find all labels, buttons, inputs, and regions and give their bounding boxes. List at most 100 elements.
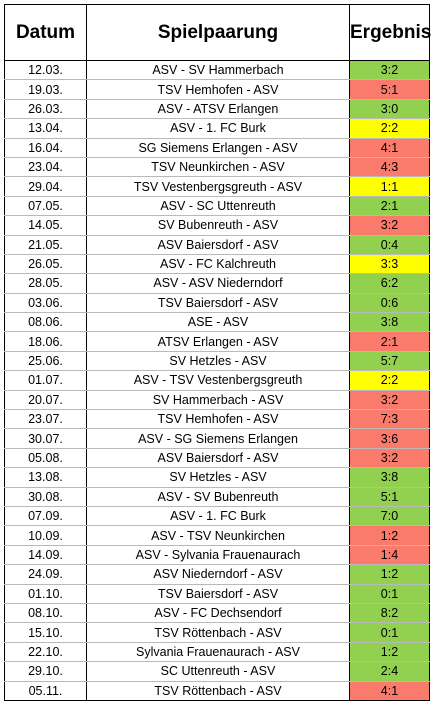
match-result: 0:1 xyxy=(349,622,430,643)
table-row: 16.04. SG Siemens Erlangen - ASV 4:1 xyxy=(4,137,430,158)
match-pairing: TSV Röttenbach - ASV xyxy=(86,622,350,643)
match-result: 3:2 xyxy=(349,215,430,236)
match-result: 3:6 xyxy=(349,428,430,449)
match-date: 23.04. xyxy=(4,156,87,178)
match-date: 01.07. xyxy=(4,370,87,391)
match-date: 18.06. xyxy=(4,331,87,352)
table-row: 08.10. ASV - FC Dechsendorf 8:2 xyxy=(4,602,430,624)
match-pairing: TSV Baiersdorf - ASV xyxy=(86,583,350,604)
match-date: 22.10. xyxy=(4,641,87,663)
match-date: 29.04. xyxy=(4,176,87,197)
match-result: 2:2 xyxy=(349,370,430,391)
match-pairing: ASV - SG Siemens Erlangen xyxy=(86,428,350,449)
table-row: 22.10. Sylvania Frauenaurach - ASV 1:2 xyxy=(4,641,430,663)
match-result: 3:2 xyxy=(349,389,430,411)
match-pairing: ASV - Sylvania Frauenaurach xyxy=(86,544,350,566)
table-row: 19.03. TSV Hemhofen - ASV 5:1 xyxy=(4,79,430,100)
table-row: 15.10. TSV Röttenbach - ASV 0:1 xyxy=(4,622,430,643)
match-date: 08.10. xyxy=(4,602,87,624)
match-pairing: ATSV Erlangen - ASV xyxy=(86,331,350,352)
match-result: 5:1 xyxy=(349,486,430,507)
match-date: 05.08. xyxy=(4,447,87,469)
match-date: 01.10. xyxy=(4,583,87,604)
match-date: 19.03. xyxy=(4,79,87,100)
table-row: 23.04. TSV Neunkirchen - ASV 4:3 xyxy=(4,156,430,178)
match-result: 3:2 xyxy=(349,447,430,469)
match-date: 21.05. xyxy=(4,234,87,255)
table-row: 23.07. TSV Hemhofen - ASV 7:3 xyxy=(4,409,430,430)
match-pairing: SV Hetzles - ASV xyxy=(86,350,350,372)
match-pairing: SG Siemens Erlangen - ASV xyxy=(86,137,350,158)
match-date: 25.06. xyxy=(4,350,87,372)
match-result: 0:1 xyxy=(349,583,430,604)
table-row: 26.05. ASV - FC Kalchreuth 3:3 xyxy=(4,253,430,275)
match-result: 5:7 xyxy=(349,350,430,372)
match-pairing: SV Bubenreuth - ASV xyxy=(86,215,350,236)
table-row: 08.06. ASE - ASV 3:8 xyxy=(4,312,430,333)
match-date: 23.07. xyxy=(4,409,87,430)
match-pairing: ASV - FC Dechsendorf xyxy=(86,602,350,624)
match-result: 5:1 xyxy=(349,79,430,100)
match-pairing: TSV Röttenbach - ASV xyxy=(86,680,350,701)
match-pairing: ASV - SV Hammerbach xyxy=(86,59,350,81)
match-pairing: ASV - 1. FC Burk xyxy=(86,118,350,139)
match-result: 3:3 xyxy=(349,253,430,275)
match-date: 30.07. xyxy=(4,428,87,449)
match-pairing: ASV - TSV Neunkirchen xyxy=(86,525,350,546)
table-row: 05.08. ASV Baiersdorf - ASV 3:2 xyxy=(4,447,430,469)
match-pairing: TSV Vestenbergsgreuth - ASV xyxy=(86,176,350,197)
table-row: 01.07. ASV - TSV Vestenbergsgreuth 2:2 xyxy=(4,370,430,391)
match-result: 8:2 xyxy=(349,602,430,624)
table-row: 29.04. TSV Vestenbergsgreuth - ASV 1:1 xyxy=(4,176,430,197)
match-date: 12.03. xyxy=(4,59,87,81)
match-result: 4:1 xyxy=(349,680,430,701)
match-result: 1:2 xyxy=(349,525,430,546)
match-date: 05.11. xyxy=(4,680,87,701)
match-pairing: ASV - SV Bubenreuth xyxy=(86,486,350,507)
table-row: 29.10. SC Uttenreuth - ASV 2:4 xyxy=(4,661,430,682)
match-result: 1:4 xyxy=(349,544,430,566)
table-row: 28.05. ASV - ASV Niederndorf 6:2 xyxy=(4,273,430,294)
table-row: 24.09. ASV Niederndorf - ASV 1:2 xyxy=(4,564,430,585)
match-date: 03.06. xyxy=(4,292,87,314)
match-date: 16.04. xyxy=(4,137,87,158)
match-date: 07.09. xyxy=(4,505,87,527)
table-row: 18.06. ATSV Erlangen - ASV 2:1 xyxy=(4,331,430,352)
match-date: 24.09. xyxy=(4,564,87,585)
match-pairing: ASV - 1. FC Burk xyxy=(86,505,350,527)
match-date: 13.04. xyxy=(4,118,87,139)
match-pairing: SV Hammerbach - ASV xyxy=(86,389,350,411)
match-result: 0:4 xyxy=(349,234,430,255)
match-pairing: TSV Baiersdorf - ASV xyxy=(86,292,350,314)
match-result: 2:1 xyxy=(349,331,430,352)
match-result: 3:2 xyxy=(349,59,430,81)
match-date: 08.06. xyxy=(4,312,87,333)
match-date: 26.03. xyxy=(4,98,87,120)
match-pairing: ASV - FC Kalchreuth xyxy=(86,253,350,275)
table-row: 30.07. ASV - SG Siemens Erlangen 3:6 xyxy=(4,428,430,449)
match-date: 10.09. xyxy=(4,525,87,546)
table-row: 25.06. SV Hetzles - ASV 5:7 xyxy=(4,350,430,372)
match-pairing: ASV - SC Uttenreuth xyxy=(86,195,350,217)
match-pairing: Sylvania Frauenaurach - ASV xyxy=(86,641,350,663)
match-pairing: SC Uttenreuth - ASV xyxy=(86,661,350,682)
match-date: 15.10. xyxy=(4,622,87,643)
match-date: 07.05. xyxy=(4,195,87,217)
match-result: 4:1 xyxy=(349,137,430,158)
table-row: 03.06. TSV Baiersdorf - ASV 0:6 xyxy=(4,292,430,314)
table-row: 21.05. ASV Baiersdorf - ASV 0:4 xyxy=(4,234,430,255)
header-result: Ergebnis xyxy=(349,4,431,61)
match-result: 2:2 xyxy=(349,118,430,139)
header-row: Datum Spielpaarung Ergebnis xyxy=(4,4,431,61)
match-pairing: TSV Hemhofen - ASV xyxy=(86,409,350,430)
match-result: 7:0 xyxy=(349,505,430,527)
match-pairing: SV Hetzles - ASV xyxy=(86,467,350,488)
match-date: 13.08. xyxy=(4,467,87,488)
table-row: 13.04. ASV - 1. FC Burk 2:2 xyxy=(4,118,430,139)
match-date: 20.07. xyxy=(4,389,87,411)
match-result: 3:8 xyxy=(349,467,430,488)
match-pairing: ASV - ASV Niederndorf xyxy=(86,273,350,294)
results-table: Datum Spielpaarung Ergebnis 12.03. ASV - … xyxy=(4,4,431,701)
table-row: 20.07. SV Hammerbach - ASV 3:2 xyxy=(4,389,430,411)
table-row: 07.09. ASV - 1. FC Burk 7:0 xyxy=(4,505,430,527)
